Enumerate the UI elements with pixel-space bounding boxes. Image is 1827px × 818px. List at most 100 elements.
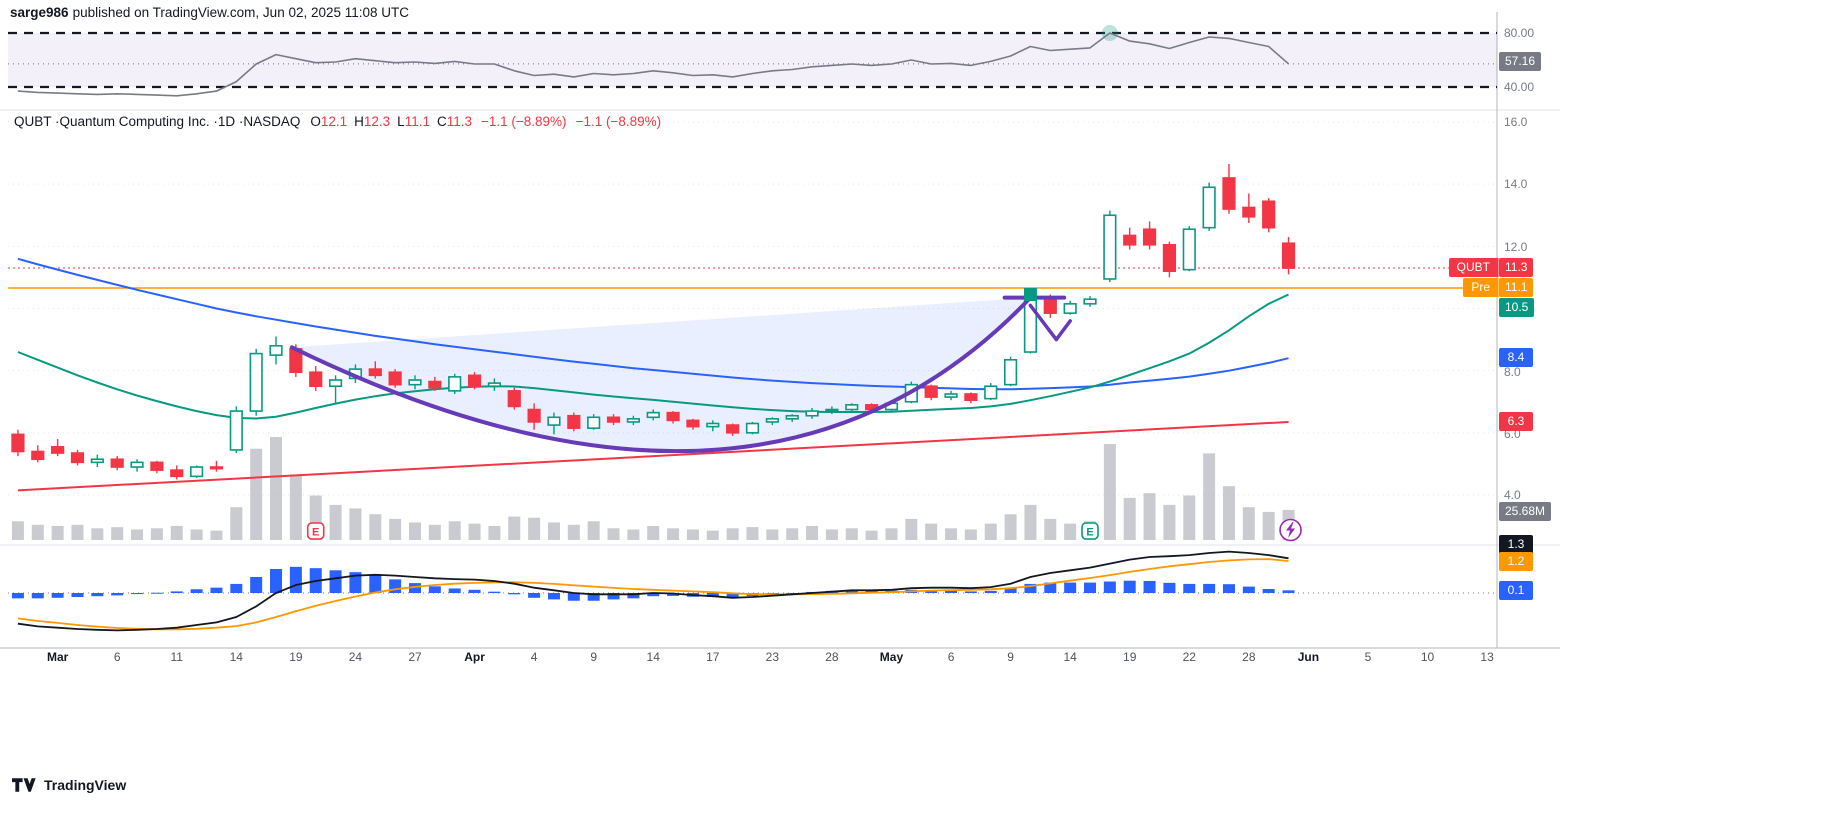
macd-histogram-bar: [587, 593, 600, 601]
price-axis-label: 4.0: [1504, 488, 1521, 502]
volume-bar: [270, 437, 283, 540]
candle: [170, 469, 184, 478]
legend-ohlc-key: C: [436, 114, 447, 129]
candle: [785, 414, 799, 420]
volume-bar: [1242, 507, 1255, 540]
volume-bar: [428, 524, 441, 540]
macd-histogram-bar: [607, 593, 620, 600]
time-axis-label[interactable]: Apr: [464, 650, 485, 664]
macd-histogram-bar: [289, 566, 302, 593]
earnings-icon[interactable]: [306, 522, 325, 540]
time-axis-label[interactable]: Mar: [47, 650, 69, 664]
candle: [388, 371, 402, 386]
candle: [964, 393, 978, 401]
candle: [70, 452, 85, 464]
time-axis-label[interactable]: 10: [1421, 650, 1435, 664]
legend-ohlc-key: H: [354, 114, 364, 129]
legend-ohlc-key: O: [310, 114, 321, 129]
ma-fast-line: [17, 293, 1289, 420]
volume-bar: [31, 524, 44, 540]
brand-text: TradingView: [44, 777, 127, 793]
macd-histogram-bar: [706, 593, 719, 598]
price-axis-label: 40.00: [1504, 80, 1534, 94]
time-axis-label[interactable]: 9: [590, 650, 597, 664]
candle: [1202, 186, 1216, 229]
macd-histogram-bar: [329, 570, 342, 593]
time-axis-label[interactable]: 27: [408, 650, 422, 664]
candle: [1222, 177, 1236, 210]
time-axis-label[interactable]: 17: [706, 650, 720, 664]
time-axis-label[interactable]: 22: [1183, 650, 1197, 664]
time-axis-label[interactable]: 6: [114, 650, 121, 664]
time-axis-label[interactable]: 19: [289, 650, 303, 664]
macd-histogram-bar: [1163, 582, 1176, 593]
time-axis-label[interactable]: 11: [171, 650, 184, 664]
candle: [1242, 206, 1256, 218]
volume-bar: [1123, 497, 1136, 540]
candle: [467, 374, 482, 388]
candle: [209, 466, 224, 470]
volume-bar: [91, 528, 104, 540]
volume-bar: [885, 528, 898, 540]
candle: [507, 390, 521, 408]
candle: [567, 414, 581, 429]
candle: [11, 433, 25, 453]
candle: [1083, 298, 1097, 305]
macd-histogram-bar: [1282, 590, 1295, 593]
cup-shade-area: [291, 297, 1031, 452]
chart-canvas[interactable]: E E 80.00 40.00 16.0 14.0 12.0 10.0 8.0 6.0 4.0 Mar…: [0, 0, 1560, 670]
volume-bar: [845, 528, 858, 540]
time-axis-label[interactable]: 28: [1242, 650, 1256, 664]
macd-histogram-bar: [547, 593, 560, 600]
candle: [805, 410, 819, 417]
candle: [269, 344, 283, 356]
macd-histogram-bar: [667, 593, 680, 596]
macd-histogram-bar: [984, 590, 997, 593]
volume-bar: [746, 527, 759, 540]
volume-bar: [806, 525, 819, 540]
cup-handle-line[interactable]: [1028, 303, 1072, 342]
volume-bar: [667, 528, 680, 540]
time-axis-label[interactable]: May: [880, 650, 904, 664]
time-axis-label[interactable]: Jun: [1298, 650, 1319, 664]
volume-bar: [210, 530, 223, 540]
time-axis-label[interactable]: 14: [230, 650, 244, 664]
volume-bar: [547, 522, 560, 540]
time-axis-label[interactable]: 4: [531, 650, 538, 664]
price-axis-label: 8.0: [1504, 365, 1521, 379]
macd-histogram-bar: [567, 593, 580, 601]
time-axis-label[interactable]: 14: [647, 650, 661, 664]
time-axis-label[interactable]: 19: [1123, 650, 1137, 664]
macd-histogram-bar: [845, 590, 858, 593]
volume-bar: [1024, 504, 1037, 540]
macd-histogram-bar: [111, 593, 124, 596]
time-axis-label[interactable]: 23: [766, 650, 780, 664]
earnings-icon[interactable]: [1081, 522, 1099, 540]
cup-drawing[interactable]: [289, 295, 1033, 454]
legend-symbol-title[interactable]: QUBT ·Quantum Computing Inc. ·1D ·NASDAQ: [14, 114, 301, 129]
volume-bar: [1064, 523, 1077, 540]
macd-histogram-bar: [270, 568, 283, 593]
candle: [1123, 234, 1137, 246]
time-axis-label[interactable]: 5: [1365, 650, 1372, 664]
volume-bar: [945, 528, 958, 540]
time-axis-label[interactable]: 9: [1007, 650, 1014, 664]
candle: [110, 458, 124, 468]
candle: [31, 450, 45, 461]
tradingview-logo-icon[interactable]: [12, 775, 37, 795]
volume-bar: [11, 521, 24, 540]
time-axis-label[interactable]: 24: [349, 650, 363, 664]
volume-bar: [925, 523, 938, 540]
macd-histogram-bar: [408, 583, 421, 593]
time-axis-label[interactable]: 6: [948, 650, 955, 664]
rsi-band: [8, 33, 1497, 87]
time-axis-label[interactable]: 28: [825, 650, 839, 664]
volume-bar: [250, 448, 263, 540]
time-axis-label[interactable]: 14: [1063, 650, 1077, 664]
symbol-legend[interactable]: QUBT ·Quantum Computing Inc. ·1D ·NASDAQ…: [14, 114, 661, 129]
volume-bar: [508, 516, 521, 540]
macd-histogram-bar: [1143, 580, 1156, 593]
time-axis-label[interactable]: 13: [1480, 650, 1494, 664]
earnings-icon-letter: E: [1086, 527, 1093, 539]
candle: [765, 418, 779, 423]
